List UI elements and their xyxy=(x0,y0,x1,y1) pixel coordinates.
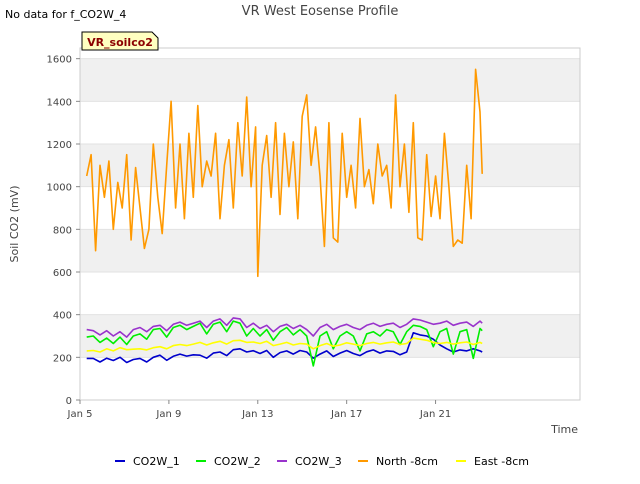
chart-title: VR West Eosense Profile xyxy=(242,4,399,19)
legend-label: CO2W_2 xyxy=(214,455,261,468)
x-tick-label: Jan 21 xyxy=(419,409,451,420)
plot-band xyxy=(80,314,580,358)
y-tick-label: 800 xyxy=(53,225,72,236)
plot-band xyxy=(80,229,580,272)
badge-shape xyxy=(81,31,159,51)
y-tick-label: 1000 xyxy=(47,183,72,194)
legend: CO2W_1 CO2W_2 CO2W_3 North -8cm East -8cm xyxy=(115,455,529,468)
y-tick-label: 1400 xyxy=(47,97,72,108)
legend-label: CO2W_3 xyxy=(295,455,342,468)
legend-label: CO2W_1 xyxy=(133,455,180,468)
y-tick-label: 400 xyxy=(53,311,72,322)
series-line-co2w-2 xyxy=(86,320,483,367)
x-tick-label: Jan 9 xyxy=(155,409,181,420)
dataset-badge: VR_soilco2 xyxy=(81,31,159,51)
plot-band xyxy=(80,58,580,102)
x-axis-label: Time xyxy=(550,423,578,436)
y-axis-label: Soil CO2 (mV) xyxy=(8,186,21,263)
plot-bands xyxy=(80,48,580,358)
y-tick-label: 200 xyxy=(53,353,72,364)
y-axis-ticks: 0 200 400 600 800 1000 1200 1400 1600 xyxy=(47,55,80,407)
plot-frame xyxy=(79,47,581,401)
legend-label: North -8cm xyxy=(376,455,438,468)
y-tick-label: 0 xyxy=(66,396,72,407)
x-tick-label: Jan 5 xyxy=(67,409,93,420)
no-data-notice: No data for f_CO2W_4 xyxy=(5,8,126,21)
legend-label: East -8cm xyxy=(474,455,529,468)
x-tick-label: Jan 17 xyxy=(330,409,362,420)
badge-label: VR_soilco2 xyxy=(87,36,153,49)
series-line-co2w-1 xyxy=(86,331,483,364)
y-tick-label: 1200 xyxy=(47,140,72,151)
series-line-co2w-3 xyxy=(86,317,483,338)
series-line-north-8cm xyxy=(85,68,483,278)
y-tick-label: 600 xyxy=(53,268,72,279)
series-line-east-8cm xyxy=(86,337,483,353)
y-tick-label: 1600 xyxy=(47,55,72,66)
series-layer xyxy=(85,68,483,367)
plot-band xyxy=(80,48,580,59)
x-tick-label: Jan 13 xyxy=(241,409,273,420)
x-axis-ticks: Jan 5 Jan 9 Jan 13 Jan 17 Jan 21 xyxy=(67,400,451,420)
